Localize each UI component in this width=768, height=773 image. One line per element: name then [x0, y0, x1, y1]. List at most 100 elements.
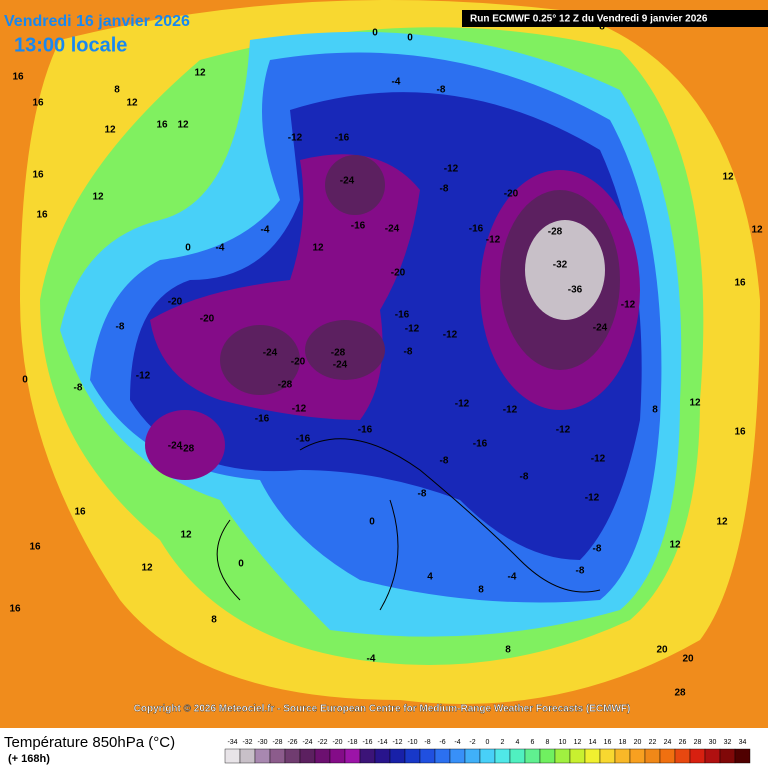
contour-label: 16 — [74, 507, 86, 518]
legend-swatch — [299, 748, 316, 764]
contour-label: -16 — [255, 414, 270, 425]
legend-swatch — [389, 748, 406, 764]
legend-swatch — [284, 748, 301, 764]
contour-label: -16 — [351, 221, 366, 232]
date: Vendredi 16 janvier 2026 — [4, 13, 190, 30]
legend-tick: 18 — [619, 739, 627, 746]
legend-tick: 6 — [531, 739, 535, 746]
legend-tick: -24 — [302, 739, 312, 746]
contour-label: -12 — [136, 371, 151, 382]
contour-label: 12 — [126, 98, 138, 109]
contour-label: 0 — [22, 375, 28, 386]
contour-label: -4 — [261, 225, 270, 236]
legend-tick: -14 — [377, 739, 387, 746]
contour-label: -28 — [331, 348, 346, 359]
legend-swatch — [704, 748, 721, 764]
contour-label: 12 — [141, 563, 153, 574]
contour-label: 12 — [669, 540, 681, 551]
contour-label: 16 — [156, 120, 168, 131]
contour-label: -4 — [508, 572, 517, 583]
zone-dark-purple — [220, 325, 300, 395]
legend-tick: -10 — [407, 739, 417, 746]
contour-label: -12 — [444, 164, 459, 175]
contour-label: 16 — [734, 278, 746, 289]
contour-label: 16 — [32, 98, 44, 109]
legend-tick: -8 — [424, 739, 430, 746]
run-info: Run ECMWF 0.25° 12 Z du Vendredi 9 janvi… — [470, 14, 708, 25]
contour-label: 12 — [177, 120, 189, 131]
contour-label: -12 — [486, 235, 501, 246]
contour-label: -12 — [455, 399, 470, 410]
legend-swatch — [494, 748, 511, 764]
legend-title: Température 850hPa (°C) — [4, 734, 175, 751]
contour-label: 12 — [722, 172, 734, 183]
contour-label: 12 — [716, 517, 728, 528]
legend-tick: 28 — [694, 739, 702, 746]
contour-label: -24 — [593, 323, 608, 334]
legend-swatch — [449, 748, 466, 764]
contour-label: -12 — [556, 425, 571, 436]
contour-label: 0 — [407, 33, 413, 44]
legend-tick: 12 — [574, 739, 582, 746]
legend-tick: -18 — [347, 739, 357, 746]
legend-swatch — [419, 748, 436, 764]
zone-dark-purple — [325, 155, 385, 215]
contour-label: -36 — [568, 285, 583, 296]
credit: Copyright © 2026 Meteociel.fr - Source E… — [134, 704, 631, 715]
legend-tick: 20 — [634, 739, 642, 746]
contour-label: -28 — [548, 227, 563, 238]
legend-swatch — [689, 748, 706, 764]
contour-label: 0 — [238, 559, 244, 570]
legend-tick: -34 — [227, 739, 237, 746]
contour-label: -28 — [180, 444, 195, 455]
legend-swatch — [524, 748, 541, 764]
contour-label: -24 — [340, 176, 355, 187]
legend-swatch — [674, 748, 691, 764]
legend-tick: -28 — [272, 739, 282, 746]
legend-tick: -16 — [362, 739, 372, 746]
legend-swatch — [719, 748, 736, 764]
contour-label: 12 — [689, 398, 701, 409]
legend-swatch — [584, 748, 601, 764]
contour-label: 16 — [12, 72, 24, 83]
legend-tick: -4 — [454, 739, 460, 746]
contour-label: -32 — [553, 260, 568, 271]
contour-label: -20 — [168, 297, 183, 308]
color-bar: -34 -32 -30 -28 -26 -24 -22 -20 -18 -16 -14 -12 -10-… — [224, 739, 751, 764]
legend-swatch — [254, 748, 271, 764]
contour-label: 16 — [32, 170, 44, 181]
legend-tick: 4 — [516, 739, 520, 746]
contour-label: 20 — [656, 645, 668, 656]
legend-tick: -6 — [439, 739, 445, 746]
contour-label: -20 — [504, 189, 519, 200]
contour-label: -8 — [440, 456, 449, 467]
contour-label: 0 — [369, 517, 375, 528]
contour-label: -12 — [503, 405, 518, 416]
contour-label: -24 — [385, 224, 400, 235]
legend-swatch — [314, 748, 331, 764]
legend-swatch — [329, 748, 346, 764]
legend-tick: 24 — [664, 739, 672, 746]
legend-tick: 34 — [739, 739, 747, 746]
contour-label: -16 — [335, 133, 350, 144]
contour-label: -12 — [443, 330, 458, 341]
legend-swatch — [659, 748, 676, 764]
contour-label: -16 — [473, 439, 488, 450]
contour-label: 16 — [36, 210, 48, 221]
legend-swatch — [614, 748, 631, 764]
contour-label: -12 — [288, 133, 303, 144]
legend-tick: -26 — [287, 739, 297, 746]
legend-swatch — [629, 748, 646, 764]
legend-tick: 16 — [604, 739, 612, 746]
contour-label: -4 — [392, 77, 401, 88]
contour-label: 12 — [104, 125, 116, 136]
legend-tick: 26 — [679, 739, 687, 746]
contour-label: -16 — [395, 310, 410, 321]
lead-time: (+ 168h) — [8, 753, 50, 765]
contour-label: -12 — [405, 324, 420, 335]
contour-label: 12 — [180, 530, 192, 541]
contour-label: -12 — [292, 404, 307, 415]
contour-label: -20 — [391, 268, 406, 279]
contour-label: -4 — [367, 654, 376, 665]
